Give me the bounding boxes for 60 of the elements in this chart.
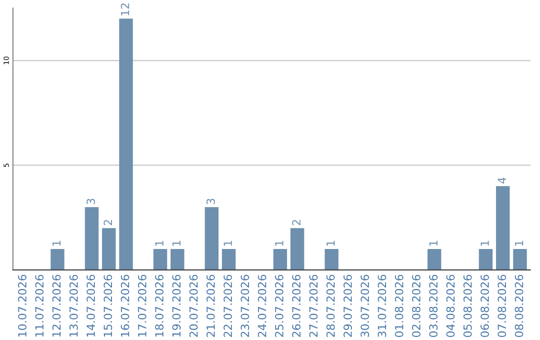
x-tick-label: 23.07.2026 [240, 274, 250, 337]
x-tick-label: 13.07.2026 [69, 274, 78, 337]
x-tick-label: 27.07.2026 [309, 274, 318, 337]
data-label: 12 [120, 4, 130, 16]
x-tick-label: 20.07.2026 [189, 274, 198, 337]
data-label: 1 [275, 240, 284, 246]
x-tick-label: 14.07.2026 [86, 274, 95, 337]
x-tick-label: 21.07.2026 [206, 274, 215, 337]
x-tick-label: 18.07.2026 [155, 274, 164, 337]
x-tick-label: 17.07.2026 [138, 274, 146, 337]
x-tick-label: 16.07.2026 [120, 274, 130, 337]
bar [170, 249, 184, 270]
data-label: 1 [480, 240, 489, 246]
x-tick-label: 03.08.2026 [429, 274, 438, 338]
x-tick-label: 07.08.2026 [498, 274, 506, 338]
bar [496, 186, 510, 270]
bar [119, 18, 133, 270]
x-tick-label: 02.08.2026 [412, 274, 420, 338]
data-label: 1 [52, 240, 61, 246]
x-tick-label: 28.07.2026 [326, 274, 335, 337]
data-label: 4 [498, 178, 506, 184]
x-tick-label: 26.07.2026 [292, 274, 301, 337]
data-label: 2 [104, 220, 112, 226]
data-label: 1 [155, 240, 164, 246]
x-tick-label: 31.07.2026 [378, 274, 386, 337]
x-tick-label: 05.08.2026 [463, 274, 472, 338]
x-tick-label: 19.07.2026 [172, 274, 181, 337]
x-tick-label: 12.07.2026 [52, 274, 61, 337]
bar [204, 207, 219, 270]
x-tick-label: 01.08.2026 [394, 274, 404, 338]
x-tick-label: 04.08.2026 [446, 274, 455, 338]
data-label: 1 [429, 240, 438, 246]
bar [513, 249, 527, 270]
data-label: 3 [86, 198, 95, 204]
data-label: 2 [292, 220, 300, 226]
x-tick-label: 29.07.2026 [344, 274, 352, 337]
data-label: 1 [514, 240, 524, 246]
data-label: 1 [326, 240, 335, 246]
x-tick-label: 15.07.2026 [104, 274, 112, 337]
x-tick-label: 22.07.2026 [224, 274, 232, 337]
data-label: 1 [224, 240, 232, 246]
bar [478, 249, 493, 270]
bar [222, 249, 236, 270]
x-tick-label: 24.07.2026 [258, 274, 266, 337]
bar [102, 228, 116, 270]
x-tick-label: 06.08.2026 [480, 274, 489, 338]
x-tick-label: 11.07.2026 [35, 274, 44, 337]
bar [153, 249, 168, 270]
x-tick-label: 25.07.2026 [275, 274, 284, 337]
bar [290, 228, 304, 270]
bar [324, 249, 338, 270]
bar [50, 249, 64, 270]
data-label: 3 [206, 198, 215, 204]
x-tick-label: 10.07.2026 [18, 274, 26, 337]
bar [428, 249, 442, 270]
x-tick-label: 08.08.2026 [514, 274, 524, 338]
x-tick-label: 30.07.2026 [360, 274, 370, 337]
data-label: 1 [172, 240, 180, 246]
bar [273, 249, 288, 270]
bar [84, 207, 99, 270]
